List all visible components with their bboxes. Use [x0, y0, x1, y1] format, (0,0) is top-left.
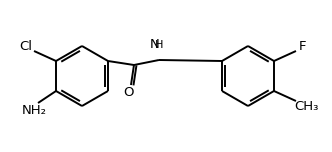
Text: NH₂: NH₂ — [22, 105, 46, 117]
Text: O: O — [124, 85, 134, 98]
Text: H: H — [155, 40, 163, 50]
Text: Cl: Cl — [20, 40, 33, 52]
Text: F: F — [299, 40, 307, 52]
Text: CH₃: CH₃ — [294, 100, 318, 112]
Text: N: N — [150, 38, 160, 51]
